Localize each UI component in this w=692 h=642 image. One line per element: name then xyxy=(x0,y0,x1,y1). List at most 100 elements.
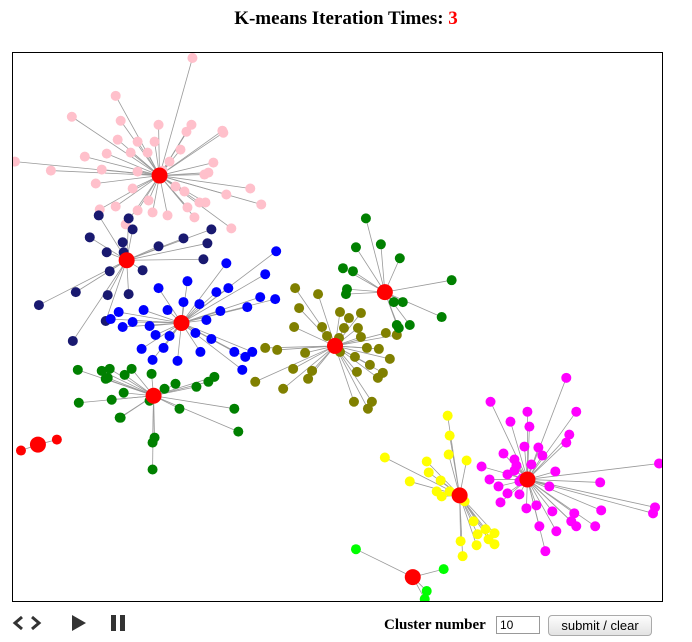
reset-button[interactable] xyxy=(12,610,42,636)
cluster-2-point-7 xyxy=(194,299,205,310)
cluster-3-point-1 xyxy=(313,289,324,300)
cluster-4-point-9 xyxy=(446,275,457,286)
cluster-2-point-31 xyxy=(158,342,169,353)
cluster-7-point-15 xyxy=(489,528,500,539)
cluster-3-point-0 xyxy=(290,283,301,294)
cluster-0-point-23 xyxy=(127,183,138,194)
cluster-3-point-13 xyxy=(307,365,318,376)
cluster-0-point-34 xyxy=(110,201,121,212)
pause-button[interactable] xyxy=(108,610,130,636)
cluster-8-point-20 xyxy=(648,508,659,519)
cluster-8-edge-4 xyxy=(510,421,528,480)
cluster-1-point-3 xyxy=(206,224,217,235)
cluster-3-point-21 xyxy=(364,359,375,370)
cluster-8-point-30 xyxy=(502,488,513,499)
cluster-0-point-12 xyxy=(45,165,56,176)
cluster-9-point-1 xyxy=(438,564,449,575)
cluster-2-point-32 xyxy=(144,321,155,332)
cluster-5-point-1 xyxy=(96,365,107,376)
cluster-1-point-9 xyxy=(202,238,213,249)
cluster-3-centroid xyxy=(327,337,344,354)
cluster-3-point-10 xyxy=(300,347,311,358)
cluster-2-edge-21 xyxy=(181,322,243,371)
cluster-4-point-4 xyxy=(347,266,358,277)
cluster-1-point-11 xyxy=(104,266,115,277)
cluster-0-point-22 xyxy=(90,178,101,189)
cluster-2-point-0 xyxy=(271,246,282,257)
cluster-2-edge-20 xyxy=(181,322,253,353)
cluster-number-input[interactable] xyxy=(496,616,540,634)
cluster-2-point-22 xyxy=(178,297,189,308)
cluster-2-point-2 xyxy=(260,269,271,280)
cluster-5-point-12 xyxy=(170,378,181,389)
cluster-0-point-10 xyxy=(112,134,123,145)
cluster-0-point-6 xyxy=(181,126,192,137)
cluster-0-point-29 xyxy=(256,199,267,210)
cluster-8-point-32 xyxy=(531,500,542,511)
cluster-4-point-13 xyxy=(404,320,415,331)
cluster-7-point-2 xyxy=(379,452,390,463)
cluster-3-point-3 xyxy=(334,307,345,318)
submit-clear-button[interactable]: submit / clear xyxy=(548,615,652,636)
cluster-3-point-15 xyxy=(373,343,384,354)
cluster-0-edge-16 xyxy=(159,162,214,176)
cluster-4-point-3 xyxy=(337,263,348,274)
cluster-3-point-2 xyxy=(294,303,305,314)
cluster-number-label: Cluster number xyxy=(384,617,486,633)
cluster-8-centroid xyxy=(519,471,536,488)
pause-icon xyxy=(111,615,125,631)
cluster-8-point-35 xyxy=(511,460,522,471)
cluster-5-point-21 xyxy=(115,412,126,423)
cluster-8-point-0 xyxy=(485,396,496,407)
cluster-4-edge-9 xyxy=(384,279,452,293)
cluster-9-edge-0 xyxy=(355,548,413,578)
cluster-2-point-33 xyxy=(162,305,173,316)
cluster-7-point-7 xyxy=(404,476,415,487)
cluster-5-point-16 xyxy=(229,403,240,414)
cluster-0-edge-2 xyxy=(71,116,160,176)
cluster-4-point-2 xyxy=(375,239,386,250)
cluster-8-point-18 xyxy=(654,458,662,469)
play-button[interactable] xyxy=(68,610,90,636)
cluster-5-point-15 xyxy=(203,376,214,387)
cluster-3-edge-8 xyxy=(277,345,336,351)
cluster-5-edge-22 xyxy=(152,395,154,470)
cluster-8-point-4 xyxy=(505,416,516,427)
cluster-0-point-2 xyxy=(66,111,77,122)
cluster-0-point-35 xyxy=(143,195,154,206)
cluster-0-point-38 xyxy=(194,197,205,208)
cluster-8-point-25 xyxy=(547,506,558,517)
cluster-8-edge-17 xyxy=(527,479,601,483)
cluster-7-point-4 xyxy=(443,449,454,460)
cluster-8-point-1 xyxy=(561,372,572,383)
cluster-7-point-0 xyxy=(442,410,453,421)
cluster-2-point-30 xyxy=(105,314,116,325)
cluster-0-point-3 xyxy=(115,115,126,126)
cluster-canvas[interactable] xyxy=(12,52,663,602)
cluster-7-point-19 xyxy=(455,536,466,547)
title-label: K-means Iteration Times: xyxy=(234,8,444,29)
cluster-1-point-16 xyxy=(123,289,134,300)
cluster-2-point-6 xyxy=(153,283,164,294)
edge-layer xyxy=(14,57,660,600)
cluster-8-point-12 xyxy=(476,461,487,472)
cluster-7-point-5 xyxy=(461,455,472,466)
cluster-1-point-6 xyxy=(101,247,112,258)
cluster-8-edge-18 xyxy=(527,463,660,480)
cluster-7-point-16 xyxy=(480,524,491,535)
cluster-8-edge-7 xyxy=(527,442,567,480)
cluster-3-point-8 xyxy=(272,344,283,355)
cluster-0-point-18 xyxy=(96,164,107,175)
cluster-8-point-29 xyxy=(495,497,506,508)
cluster-5-point-13 xyxy=(191,381,202,392)
cluster-5-edge-2 xyxy=(109,368,154,397)
cluster-0-edge-15 xyxy=(106,153,160,176)
cluster-2-point-19 xyxy=(240,351,251,362)
cluster-2-point-14 xyxy=(127,317,138,328)
cluster-1-point-12 xyxy=(137,265,148,276)
cluster-8-point-39 xyxy=(566,516,577,527)
cluster-3-point-16 xyxy=(355,331,366,342)
code-brackets-icon xyxy=(12,615,42,631)
cluster-2-point-23 xyxy=(201,315,212,326)
cluster-4-point-8 xyxy=(397,297,408,308)
